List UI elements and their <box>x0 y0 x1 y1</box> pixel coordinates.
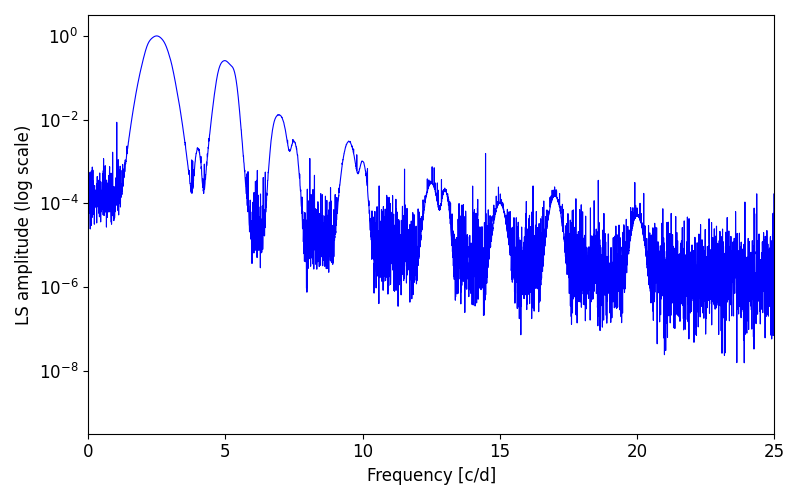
X-axis label: Frequency [c/d]: Frequency [c/d] <box>366 467 496 485</box>
Y-axis label: LS amplitude (log scale): LS amplitude (log scale) <box>15 124 33 324</box>
